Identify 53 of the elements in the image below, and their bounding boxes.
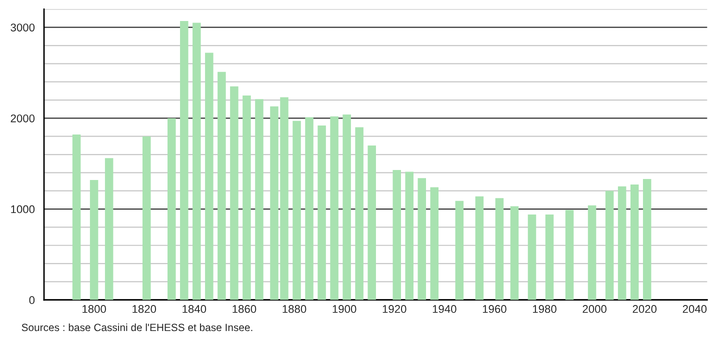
source-note: Sources : base Cassini de l'EHESS et base Insee. (22, 323, 252, 332)
bar (205, 52, 214, 300)
bar (368, 145, 376, 300)
bar (342, 114, 351, 300)
x-tick-label: 1880 (282, 305, 306, 313)
y-tick-label: 3000 (10, 24, 35, 32)
bar (242, 95, 251, 300)
bar (292, 120, 301, 300)
bar (392, 170, 401, 300)
y-tick-label: 2000 (10, 114, 35, 122)
bar (430, 187, 439, 300)
bar (355, 127, 364, 300)
bar (90, 180, 98, 300)
bar (455, 200, 464, 300)
bar (180, 20, 188, 300)
bar (565, 210, 574, 300)
bar (618, 186, 626, 300)
bar (318, 125, 326, 300)
y-tick-label: 1000 (11, 205, 35, 214)
bar (510, 206, 519, 300)
x-tick-label: 1940 (432, 305, 456, 313)
bar (528, 214, 536, 300)
bar (588, 205, 596, 300)
bar (72, 134, 81, 300)
bar (168, 118, 176, 300)
x-tick-label: 1800 (82, 305, 106, 313)
y-tick-label: 0 (29, 296, 35, 304)
bar (642, 179, 652, 300)
bar (605, 190, 614, 300)
x-tick-label: 2040 (682, 305, 707, 313)
x-tick-label: 1860 (232, 305, 256, 313)
bar (305, 117, 314, 300)
x-tick-label: 1920 (382, 305, 406, 313)
bar (630, 184, 639, 300)
bar (218, 72, 226, 300)
x-tick-label: 1900 (332, 305, 356, 313)
x-tick-label: 1980 (532, 305, 556, 313)
bar (545, 214, 554, 300)
x-tick-label: 2000 (582, 305, 606, 313)
x-tick-label: 2020 (632, 305, 657, 313)
bar (405, 172, 414, 300)
x-tick-label: 1960 (482, 305, 506, 313)
x-tick-label: 1840 (182, 305, 206, 313)
bar (192, 22, 201, 300)
bar (495, 198, 504, 300)
bar (330, 116, 338, 300)
bar (475, 196, 484, 300)
bar (230, 86, 238, 300)
bar (418, 178, 426, 300)
bar (142, 136, 151, 300)
x-tick-label: 1820 (132, 305, 156, 313)
bar (104, 158, 114, 300)
bar (255, 99, 264, 300)
